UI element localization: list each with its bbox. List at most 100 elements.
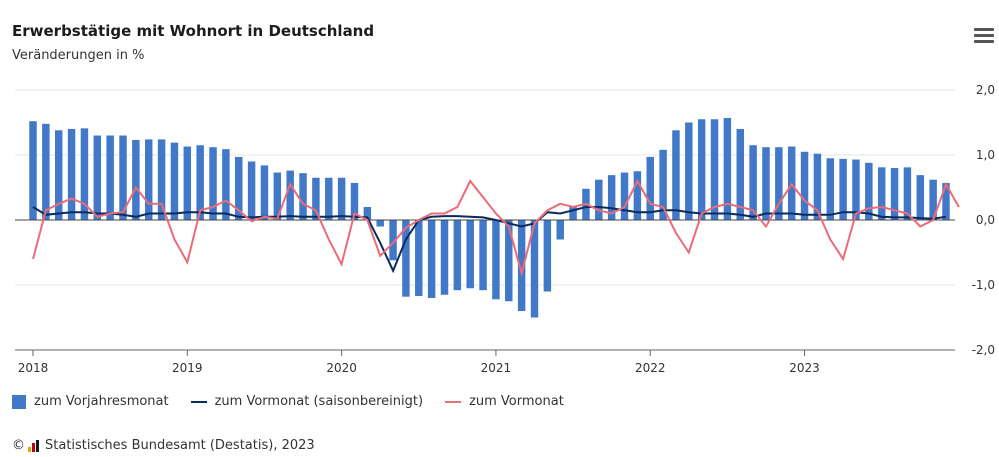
- legend-label: zum Vormonat: [469, 394, 564, 409]
- bar[interactable]: [813, 153, 822, 220]
- bar[interactable]: [749, 145, 757, 220]
- bar[interactable]: [826, 158, 834, 220]
- y-tick-label: -1,0: [972, 278, 995, 292]
- bar[interactable]: [299, 173, 307, 220]
- bar[interactable]: [839, 158, 847, 220]
- bar[interactable]: [775, 147, 783, 220]
- bar[interactable]: [247, 161, 256, 221]
- x-tick-label: 2019: [172, 361, 203, 375]
- bar[interactable]: [607, 175, 616, 220]
- y-tick-label: 1,0: [976, 148, 995, 162]
- legend-label: zum Vormonat (saisonbereinigt): [214, 394, 424, 409]
- bar[interactable]: [517, 220, 526, 311]
- bar[interactable]: [877, 167, 886, 220]
- bar[interactable]: [736, 129, 744, 220]
- x-tick-label: 2022: [635, 361, 666, 375]
- bar[interactable]: [415, 220, 423, 297]
- x-tick-label: 2020: [326, 361, 357, 375]
- x-tick-label: 2021: [481, 361, 512, 375]
- legend-label: zum Vorjahresmonat: [34, 394, 169, 409]
- bar[interactable]: [363, 207, 372, 220]
- bar[interactable]: [929, 179, 937, 220]
- bar[interactable]: [235, 156, 243, 220]
- bar[interactable]: [543, 220, 552, 292]
- bar[interactable]: [556, 220, 564, 240]
- bar[interactable]: [273, 172, 282, 220]
- legend-swatch-line-dark: [190, 400, 207, 403]
- bar[interactable]: [697, 119, 706, 220]
- bar[interactable]: [222, 149, 230, 220]
- bar[interactable]: [312, 177, 320, 220]
- series-line-vormonat[interactable]: [32, 178, 960, 278]
- source-note: © Statistisches Bundesamt (Destatis), 20…: [12, 438, 315, 453]
- bar[interactable]: [350, 182, 359, 220]
- y-tick-label: 2,0: [976, 83, 995, 97]
- bar[interactable]: [119, 135, 127, 221]
- series-line-saisonbereinigt[interactable]: [32, 206, 947, 274]
- bar[interactable]: [196, 145, 204, 220]
- bar[interactable]: [466, 220, 474, 289]
- bar[interactable]: [260, 165, 269, 220]
- bar[interactable]: [903, 167, 912, 220]
- legend-item-saisonbereinigt[interactable]: zum Vormonat (saisonbereinigt): [190, 394, 424, 409]
- bar[interactable]: [440, 220, 449, 295]
- bar[interactable]: [453, 220, 462, 291]
- legend: zum Vorjahresmonat zum Vormonat (saisonb…: [12, 394, 586, 409]
- bar[interactable]: [132, 140, 140, 220]
- bar[interactable]: [916, 175, 925, 220]
- bar[interactable]: [865, 162, 873, 220]
- source-text: Statistisches Bundesamt (Destatis), 2023: [45, 438, 315, 453]
- bar[interactable]: [685, 122, 693, 221]
- bar[interactable]: [800, 151, 809, 220]
- bar[interactable]: [427, 220, 436, 298]
- chart-subtitle: Veränderungen in %: [12, 48, 145, 63]
- bar[interactable]: [42, 123, 50, 220]
- copyright-symbol: ©: [12, 438, 25, 453]
- chart-title: Erwerbstätige mit Wohnort in Deutschland: [12, 22, 375, 40]
- bar[interactable]: [157, 139, 166, 220]
- legend-swatch-bar: [12, 394, 26, 409]
- bar[interactable]: [762, 147, 770, 220]
- bar[interactable]: [710, 119, 719, 220]
- bar[interactable]: [890, 168, 899, 220]
- bar[interactable]: [389, 220, 397, 261]
- bar[interactable]: [325, 177, 333, 220]
- bar[interactable]: [170, 142, 179, 220]
- bar[interactable]: [646, 156, 654, 220]
- bar[interactable]: [183, 146, 192, 220]
- bar[interactable]: [337, 177, 346, 220]
- bar[interactable]: [633, 171, 642, 220]
- bar[interactable]: [93, 135, 102, 221]
- bar[interactable]: [852, 159, 860, 220]
- bar[interactable]: [29, 121, 37, 220]
- bar[interactable]: [376, 220, 384, 227]
- destatis-logo-icon: [28, 439, 40, 452]
- bar[interactable]: [479, 220, 487, 291]
- bar[interactable]: [67, 129, 76, 220]
- bar[interactable]: [530, 220, 539, 318]
- bar[interactable]: [402, 220, 410, 297]
- hamburger-menu-icon[interactable]: [974, 28, 994, 44]
- bar[interactable]: [569, 207, 577, 220]
- bar[interactable]: [620, 172, 629, 220]
- bar[interactable]: [492, 220, 500, 300]
- bar[interactable]: [659, 149, 667, 220]
- y-tick-label: 0,0: [976, 213, 995, 227]
- legend-item-vorjahresmonat[interactable]: zum Vorjahresmonat: [12, 394, 169, 409]
- bar[interactable]: [942, 182, 950, 220]
- bar[interactable]: [286, 170, 294, 220]
- bar[interactable]: [106, 135, 114, 221]
- bar[interactable]: [54, 130, 63, 220]
- bar[interactable]: [209, 147, 217, 220]
- bar[interactable]: [80, 128, 89, 220]
- legend-swatch-line-red: [445, 400, 462, 403]
- chart-plot: 2018 2019 2020 2021 2022 2023 2,0 1,0 0,0 -1,0 -2…: [15, 83, 995, 375]
- bar[interactable]: [595, 179, 603, 220]
- y-tick-label: -2,0: [972, 343, 995, 357]
- bar[interactable]: [672, 130, 680, 220]
- bar[interactable]: [723, 117, 732, 220]
- bar[interactable]: [145, 139, 153, 220]
- bar[interactable]: [505, 220, 513, 302]
- x-tick-label: 2018: [18, 361, 49, 375]
- legend-item-vormonat[interactable]: zum Vormonat: [445, 394, 564, 409]
